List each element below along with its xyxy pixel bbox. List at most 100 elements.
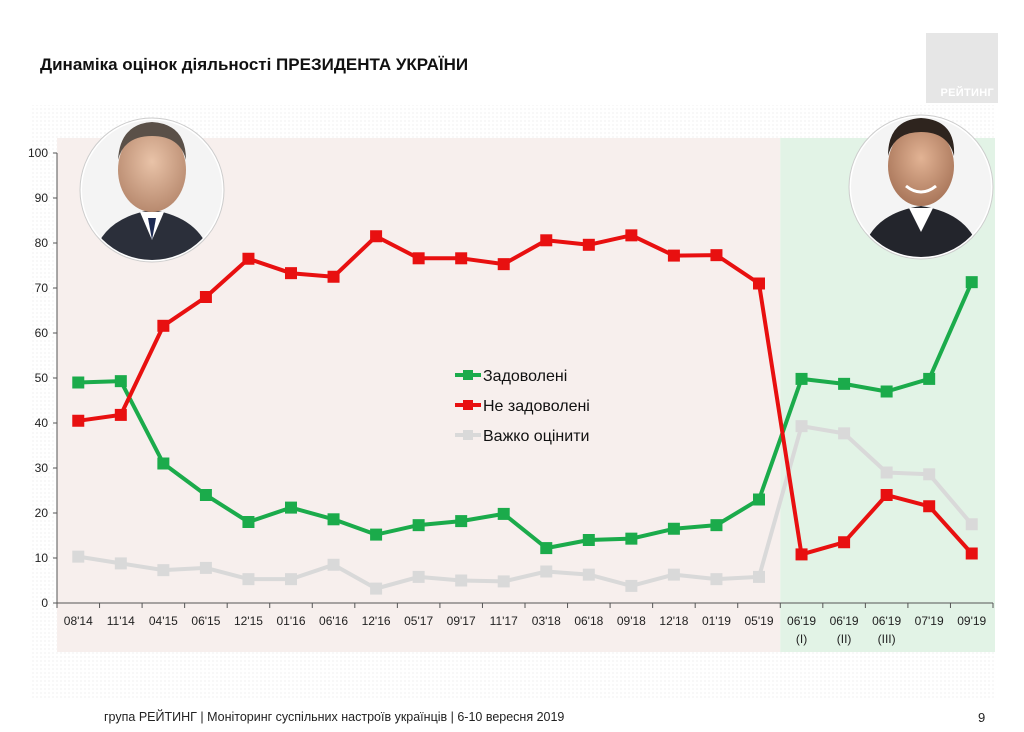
data-point-satisfied (753, 493, 765, 506)
data-point-satisfied (412, 519, 425, 532)
x-tick-label: 09'19 (957, 614, 986, 628)
data-point-dissatisfied (795, 548, 808, 561)
x-tick-label: 12'15 (234, 614, 263, 628)
legend-item-dissatisfied: Не задоволені (455, 398, 590, 415)
logo-text: РЕЙТИНГ (940, 87, 994, 99)
data-point-dissatisfied (72, 414, 85, 427)
y-tick-label: 80 (35, 236, 49, 250)
data-point-hard-to-say (370, 582, 383, 595)
x-tick-label: 11'17 (490, 614, 518, 628)
x-tick-label: 06'15 (191, 614, 220, 628)
x-tick-label: 06'18 (574, 614, 603, 628)
data-point-dissatisfied (285, 267, 297, 280)
data-point-hard-to-say (157, 564, 170, 577)
data-point-satisfied (625, 532, 638, 545)
data-point-hard-to-say (497, 575, 510, 588)
data-point-hard-to-say (838, 427, 851, 440)
data-point-dissatisfied (838, 536, 851, 549)
y-tick-label: 90 (35, 191, 49, 205)
legend-label-hard-to-say: Важко оцінити (483, 428, 589, 445)
series-line-dissatisfied (78, 233, 974, 557)
data-point-dissatisfied (157, 319, 170, 332)
x-tick-sublabel: (II) (837, 632, 852, 646)
data-point-hard-to-say (795, 420, 808, 433)
data-point-dissatisfied (710, 249, 723, 262)
legend-label-satisfied: Задоволені (483, 368, 567, 385)
page-number: 9 (978, 710, 986, 725)
data-point-hard-to-say (667, 568, 680, 581)
legend: Задоволені Не задоволені Важко оцінити (455, 368, 590, 445)
data-point-dissatisfied (412, 252, 425, 265)
data-point-dissatisfied (965, 547, 978, 560)
data-point-hard-to-say (923, 468, 936, 481)
data-point-hard-to-say (114, 557, 127, 570)
data-point-satisfied (327, 513, 340, 526)
data-point-dissatisfied (370, 230, 383, 243)
data-point-dissatisfied (880, 489, 893, 501)
legend-item-hard-to-say: Важко оцінити (455, 428, 589, 445)
data-point-satisfied (667, 522, 680, 535)
data-point-dissatisfied (753, 277, 765, 290)
data-point-hard-to-say (540, 565, 553, 578)
y-tick-label: 100 (28, 146, 48, 160)
data-point-dissatisfied (582, 238, 595, 251)
x-tick-label: 09'18 (617, 614, 646, 628)
x-tick-label: 12'18 (659, 614, 688, 628)
data-point-hard-to-say (199, 561, 212, 574)
y-tick-label: 50 (35, 371, 49, 385)
x-tick-label: 01'16 (277, 614, 306, 628)
data-point-satisfied (157, 457, 170, 470)
x-tick-sublabel: (III) (878, 632, 896, 646)
data-point-dissatisfied (199, 291, 212, 303)
rating-logo: РЕЙТИНГ (926, 33, 998, 103)
data-point-satisfied (838, 377, 851, 390)
page-title: Динаміка оцінок діяльності ПРЕЗИДЕНТА УК… (40, 55, 469, 74)
portrait-left (79, 117, 225, 263)
data-point-satisfied (242, 516, 255, 528)
data-point-hard-to-say (242, 573, 255, 586)
y-tick-label: 30 (35, 461, 49, 475)
data-point-dissatisfied (455, 252, 468, 265)
data-point-satisfied (795, 372, 808, 385)
data-point-satisfied (285, 501, 297, 514)
x-tick-label: 06'19 (830, 614, 859, 628)
data-point-satisfied (965, 276, 978, 289)
data-point-satisfied (497, 507, 510, 520)
footer: група РЕЙТИНГ | Моніторинг суспільних на… (104, 710, 565, 724)
data-point-satisfied (880, 385, 893, 398)
series-line-hard-to-say (77, 424, 974, 591)
data-point-satisfied (710, 519, 723, 532)
data-point-satisfied (540, 542, 553, 555)
x-tick-sublabel: (I) (796, 632, 807, 646)
x-tick-label: 06'19 (872, 614, 901, 628)
data-point-satisfied (455, 515, 468, 528)
data-point-hard-to-say (582, 568, 595, 581)
data-point-hard-to-say (625, 579, 638, 592)
x-tick-label: 06'19 (787, 614, 816, 628)
data-point-dissatisfied (497, 258, 510, 271)
data-point-dissatisfied (242, 252, 255, 265)
x-tick-label: 06'16 (319, 614, 348, 628)
legend-item-satisfied: Задоволені (455, 368, 567, 385)
x-tick-label: 08'14 (64, 614, 93, 628)
y-tick-label: 60 (35, 326, 49, 340)
series-line-satisfied (78, 281, 974, 551)
data-point-hard-to-say (880, 466, 893, 479)
y-tick-label: 70 (35, 281, 49, 295)
data-point-satisfied (72, 376, 85, 389)
x-tick-label: 12'16 (362, 614, 391, 628)
data-point-dissatisfied (923, 500, 936, 513)
x-tick-label: 05'19 (745, 614, 774, 628)
y-tick-label: 20 (35, 506, 49, 520)
data-point-dissatisfied (540, 234, 553, 247)
data-point-satisfied (923, 372, 936, 385)
x-tick-label: 09'17 (447, 614, 476, 628)
y-tick-label: 10 (35, 551, 49, 565)
data-point-dissatisfied (667, 249, 680, 262)
x-tick-label: 05'17 (404, 614, 433, 628)
data-point-hard-to-say (412, 570, 425, 583)
data-point-dissatisfied (114, 408, 127, 421)
data-point-satisfied (199, 489, 212, 501)
data-point-dissatisfied (625, 229, 638, 242)
